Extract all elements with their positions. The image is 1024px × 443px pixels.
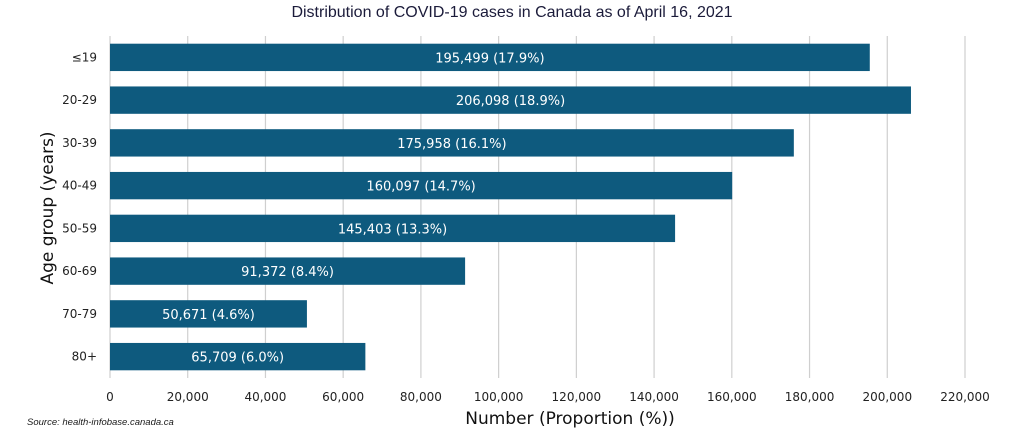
bar bbox=[110, 171, 733, 200]
category-labels: ≤19 20-29 30-39 40-49 50-59 60-69 70-79 80+ bbox=[62, 50, 97, 363]
bar-data-label: 175,958 (16.1%) bbox=[397, 137, 506, 152]
category-label: 60-69 bbox=[62, 264, 97, 278]
bar bbox=[110, 43, 870, 72]
x-tick-label: 220,000 bbox=[940, 390, 990, 404]
bar-data-label: 160,097 (14.7%) bbox=[366, 180, 475, 195]
x-tick-label: 120,000 bbox=[552, 390, 602, 404]
bar bbox=[110, 342, 366, 371]
bar-data-label: 50,671 (4.6%) bbox=[162, 308, 255, 323]
bar bbox=[110, 300, 307, 328]
bar bbox=[110, 214, 676, 243]
bar-data-label: 91,372 (8.4%) bbox=[241, 265, 334, 280]
category-label: 50-59 bbox=[62, 221, 97, 235]
y-axis-title: Age group (years) bbox=[38, 131, 58, 284]
category-label: 30-39 bbox=[62, 136, 97, 150]
x-tick-label: 80,000 bbox=[400, 390, 442, 404]
x-axis-title: Number (Proportion (%)) bbox=[465, 409, 675, 429]
source-note: Source: health-infobase.canada.ca bbox=[27, 417, 174, 428]
x-tick-label: 160,000 bbox=[707, 390, 757, 404]
x-tick-label: 40,000 bbox=[244, 390, 286, 404]
x-tick-label: 140,000 bbox=[629, 390, 679, 404]
x-tick-label: 20,000 bbox=[167, 390, 209, 404]
bar-data-label: 65,709 (6.0%) bbox=[191, 351, 284, 366]
bar-data-label: 206,098 (18.9%) bbox=[456, 94, 565, 109]
x-tick-label: 0 bbox=[106, 390, 114, 404]
x-tick-label: 180,000 bbox=[785, 390, 835, 404]
category-label: 70-79 bbox=[62, 307, 97, 321]
category-label: 80+ bbox=[72, 350, 97, 364]
category-label: 40-49 bbox=[62, 179, 97, 193]
x-tick-label: 100,000 bbox=[474, 390, 524, 404]
bar bbox=[110, 86, 911, 114]
bar bbox=[110, 129, 794, 157]
x-tick-label: 60,000 bbox=[322, 390, 364, 404]
bars bbox=[110, 43, 911, 371]
bar-data-label: 195,499 (17.9%) bbox=[435, 51, 544, 66]
x-tick-label: 200,000 bbox=[862, 390, 912, 404]
bar bbox=[110, 257, 466, 285]
chart-title: Distribution of COVID-19 cases in Canada… bbox=[291, 4, 733, 21]
x-tick-labels: 0 20,000 40,000 60,000 80,000 100,000 120,000 1… bbox=[106, 390, 990, 404]
bar-labels: 195,499 (17.9%) 206,098 (18.9%) 175,958 (1… bbox=[162, 51, 565, 365]
bar-data-label: 145,403 (13.3%) bbox=[338, 222, 447, 237]
category-label: ≤19 bbox=[72, 50, 97, 64]
category-label: 20-29 bbox=[62, 93, 97, 107]
